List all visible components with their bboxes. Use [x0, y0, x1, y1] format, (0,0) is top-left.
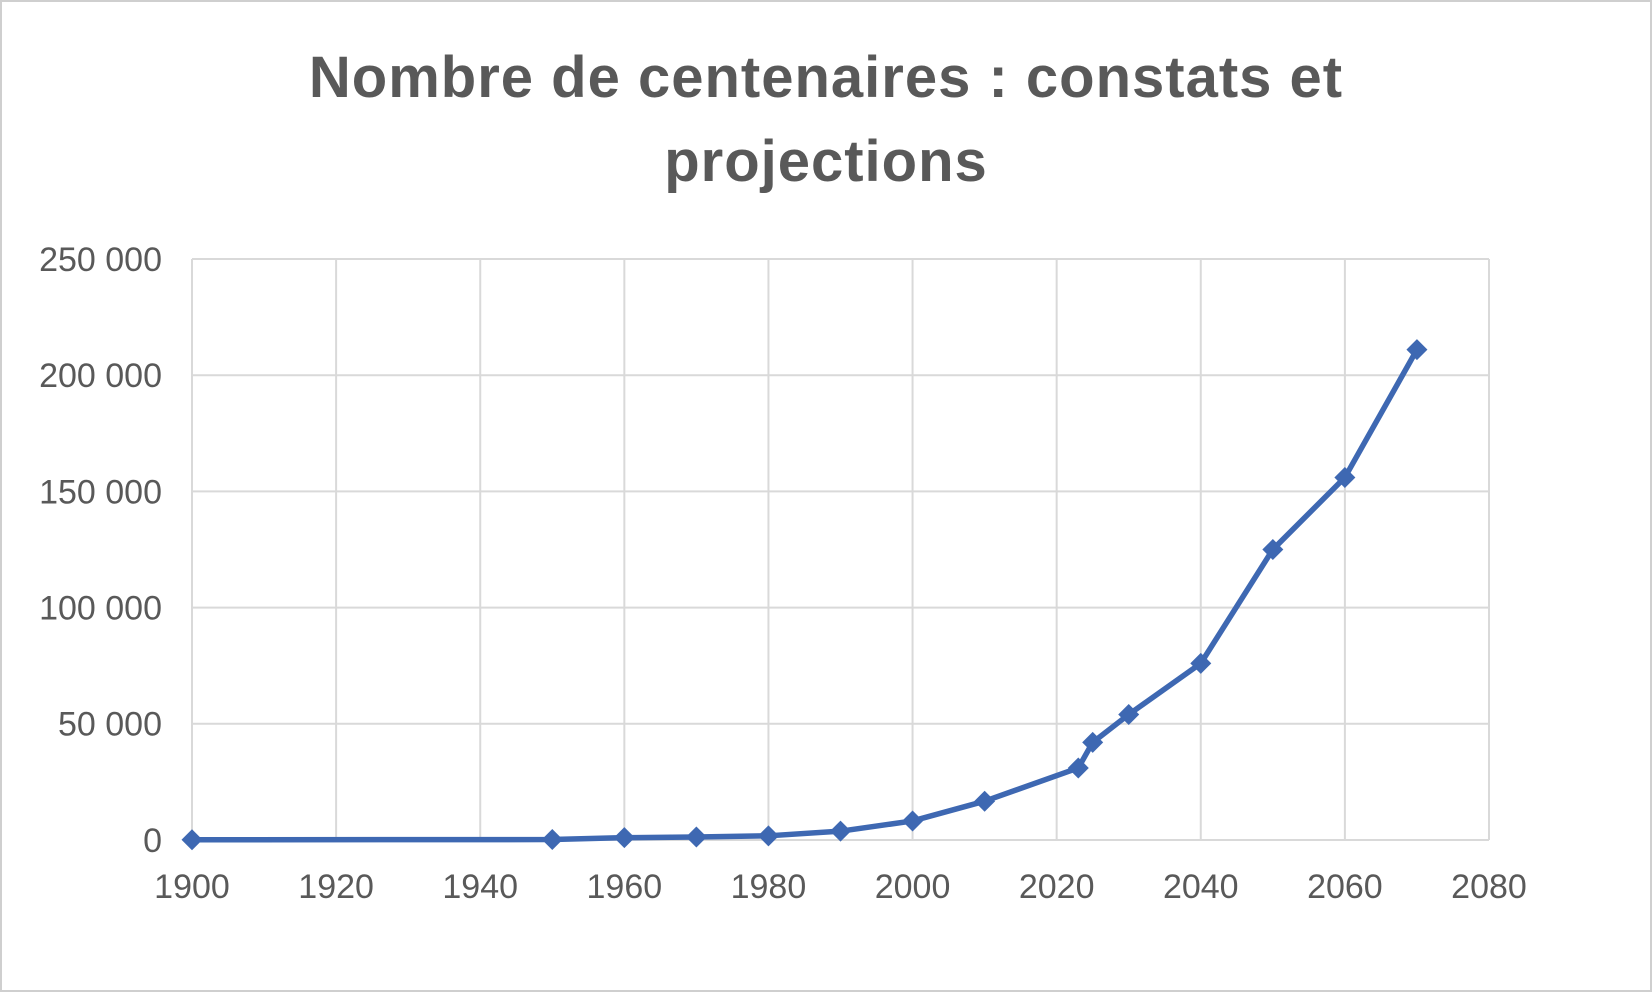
x-axis-tick-label: 2060 — [1307, 868, 1383, 906]
x-axis-tick-label: 1940 — [442, 868, 518, 906]
y-axis-tick-label: 250 000 — [39, 241, 162, 279]
data-point-marker — [613, 827, 635, 849]
series-line — [189, 346, 1420, 843]
data-point-marker — [1118, 704, 1140, 726]
x-axis-tick-label: 2000 — [875, 868, 951, 906]
data-point-marker — [902, 810, 924, 832]
y-axis-tick-label: 150 000 — [39, 473, 162, 511]
x-axis-tick-label: 1920 — [298, 868, 374, 906]
data-point-marker — [181, 829, 203, 851]
data-point-marker — [757, 825, 779, 847]
data-point-marker — [1262, 539, 1284, 560]
x-axis-tick-label: 1980 — [731, 868, 807, 906]
data-point-marker — [541, 829, 563, 851]
data-point-marker — [974, 790, 996, 812]
chart-title: Nombre de centenaires : constats et proj… — [308, 45, 1344, 195]
x-axis-tick-label: 1960 — [587, 868, 663, 906]
y-axis-tick-label: 50 000 — [58, 706, 162, 744]
y-axis-tick-label: 200 000 — [39, 357, 162, 395]
data-point-marker — [1406, 339, 1428, 361]
data-point-marker — [1082, 731, 1104, 753]
x-axis-tick-label: 1900 — [154, 868, 230, 906]
y-axis-tick-label: 0 — [143, 822, 162, 860]
x-axis-tick-label: 2020 — [1019, 868, 1095, 906]
data-point-marker — [1067, 757, 1089, 779]
data-point-marker — [830, 820, 851, 842]
x-axis-tick-label: 2040 — [1163, 868, 1239, 906]
data-point-marker — [1190, 652, 1212, 674]
data-point-marker — [685, 826, 707, 848]
x-axis-tick-label: 2080 — [1451, 868, 1527, 906]
data-point-marker — [1334, 466, 1356, 488]
y-axis-tick-label: 100 000 — [39, 590, 162, 628]
